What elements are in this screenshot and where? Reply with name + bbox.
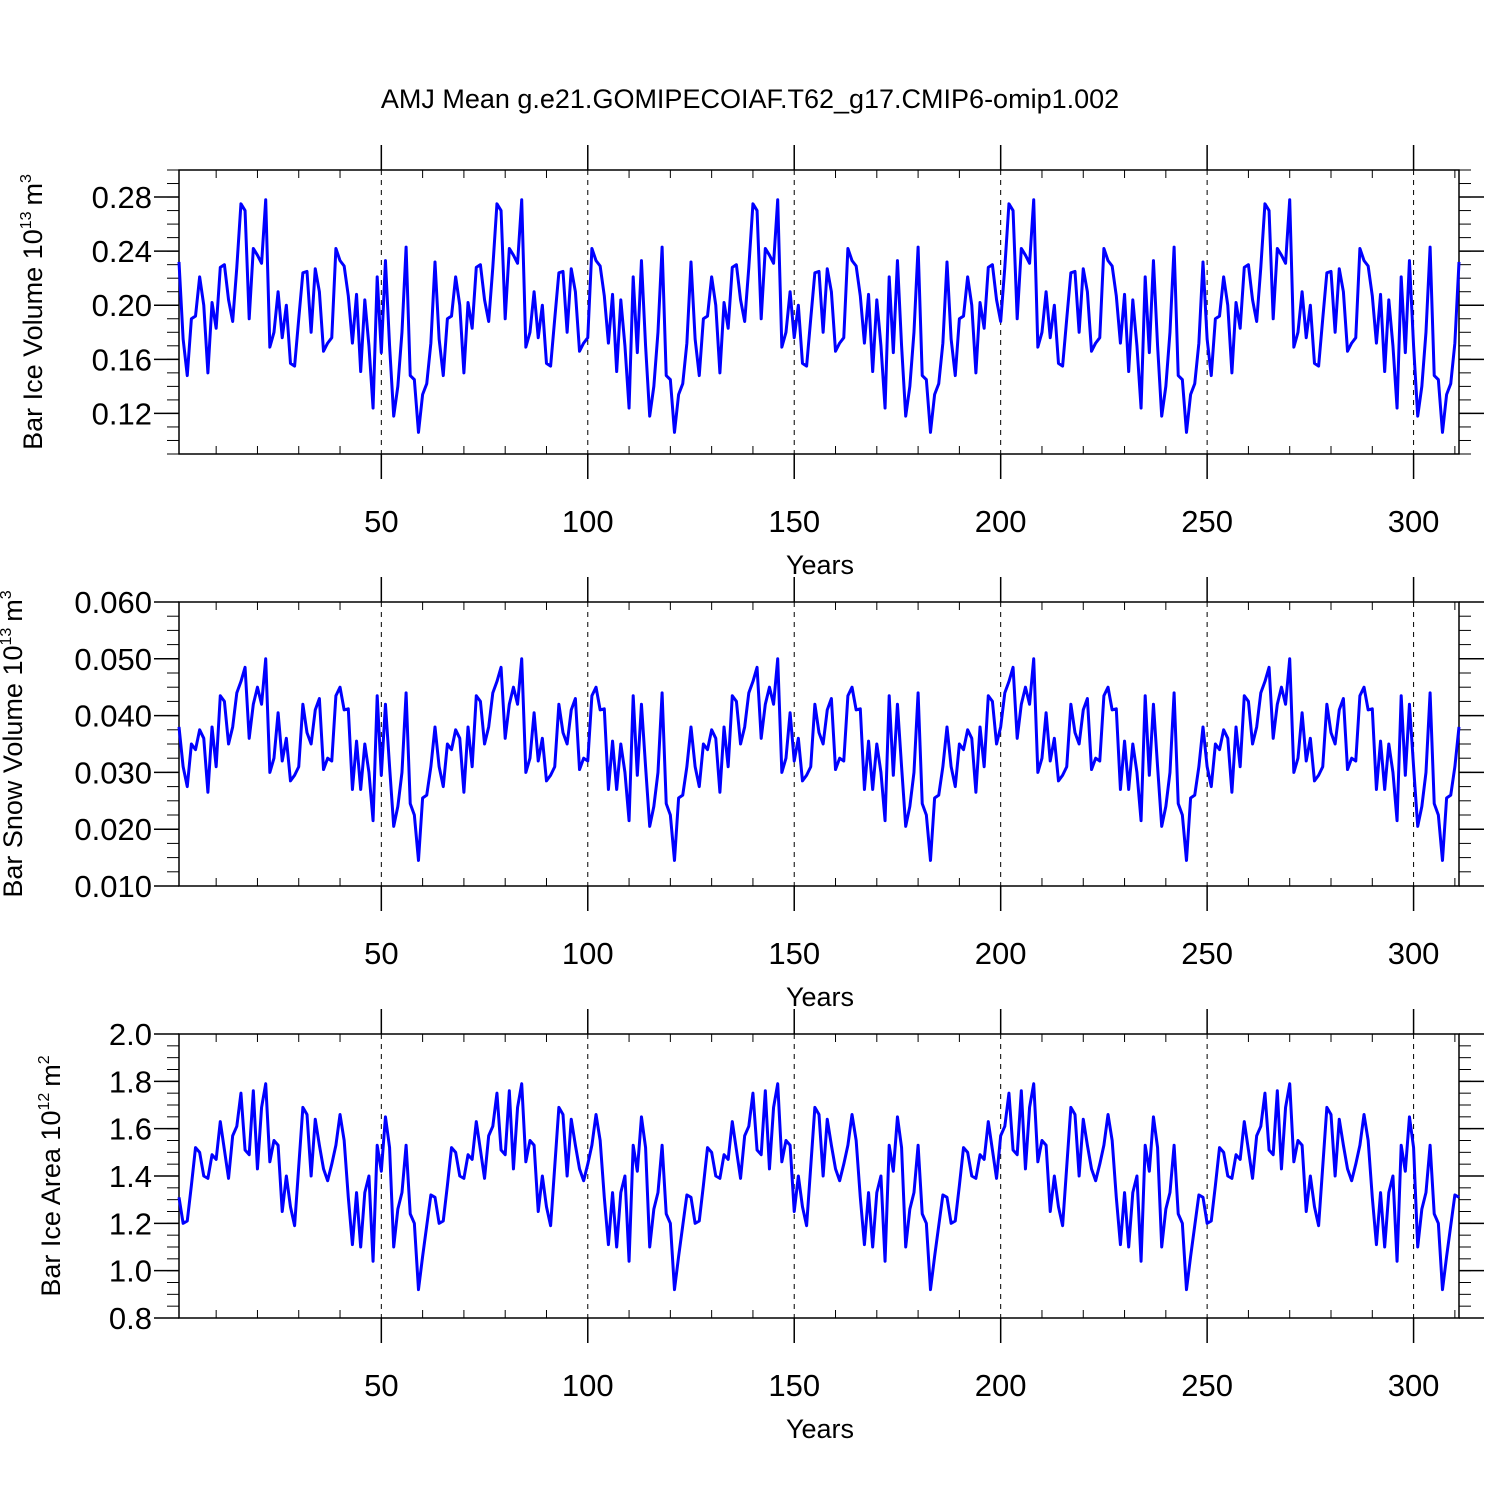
plot-frame <box>178 1033 1460 1319</box>
y-axis-label-unit-exponent: 2 <box>36 1055 53 1064</box>
y-axis-label-exponent: 12 <box>36 1093 53 1111</box>
y-axis-label-exponent: 13 <box>18 211 35 229</box>
x-tick-label: 150 <box>768 504 820 539</box>
x-tick-label: 50 <box>364 1368 398 1403</box>
panel-snow-volume: 50 100 150 200 250 300 0.010 0.020 0.030 0.040 0.0… <box>0 577 1484 1012</box>
y-tick-label: 1.2 <box>109 1206 152 1241</box>
y-tick-label: 1.0 <box>109 1254 152 1289</box>
y-tick-label: 0.16 <box>92 342 152 377</box>
chart-title: AMJ Mean g.e21.GOMIPECOIAF.T62_g17.CMIP6… <box>381 84 1119 114</box>
y-tick-label: 0.030 <box>74 755 152 790</box>
y-tick-label: 1.8 <box>109 1064 152 1099</box>
panel-ice-area: 50 100 150 200 250 300 0.8 1.0 1.2 1.4 1.6 1.8 2.0 Ye… <box>36 1009 1484 1444</box>
x-tick-label: 250 <box>1181 504 1233 539</box>
y-tick-label: 0.050 <box>74 642 152 677</box>
y-tick-label: 2.0 <box>109 1017 152 1052</box>
y-tick-label: 0.040 <box>74 699 152 734</box>
y-axis-label-unit: m <box>18 183 48 206</box>
y-tick-label: 0.8 <box>109 1301 152 1336</box>
x-tick-label: 200 <box>975 936 1027 971</box>
x-tick-label: 100 <box>562 1368 614 1403</box>
x-tick-label: 250 <box>1181 1368 1233 1403</box>
x-tick-label: 250 <box>1181 936 1233 971</box>
y-tick-label: 0.24 <box>92 234 152 269</box>
y-axis-label-unit-exponent: 3 <box>18 174 35 183</box>
y-axis-label-text: Bar Snow Volume 10 <box>0 646 28 898</box>
y-tick-label: 0.20 <box>92 288 152 323</box>
panel-ice-volume: 50 100 150 200 250 300 0.12 0.16 0.20 0.24 0.28 Yea… <box>18 145 1484 580</box>
x-axis-label: Years <box>786 550 854 580</box>
x-tick-label: 300 <box>1388 936 1440 971</box>
x-tick-label: 50 <box>364 936 398 971</box>
y-tick-label: 0.060 <box>74 585 152 620</box>
series-line <box>177 1082 1460 1292</box>
x-tick-label: 100 <box>562 936 614 971</box>
series-line <box>177 198 1461 434</box>
y-axis-label-text: Bar Ice Area 10 <box>36 1111 66 1297</box>
x-tick-label: 300 <box>1388 1368 1440 1403</box>
y-tick-label: 0.12 <box>92 396 152 431</box>
y-axis-label-unit-exponent: 3 <box>0 590 15 599</box>
x-axis-label: Years <box>786 1414 854 1444</box>
x-tick-label: 150 <box>768 1368 820 1403</box>
x-tick-label: 200 <box>975 1368 1027 1403</box>
y-tick-label: 0.010 <box>74 869 152 904</box>
y-axis-label-unit: m <box>36 1064 66 1087</box>
y-axis-label-unit: m <box>0 599 28 622</box>
y-axis-label: Bar Ice Area 1012 m2 <box>36 1055 66 1296</box>
plot-frame <box>178 169 1460 455</box>
y-tick-label: 1.4 <box>109 1159 152 1194</box>
y-axis-label: Bar Ice Volume 1013 m3 <box>18 174 48 450</box>
y-axis-label-exponent: 13 <box>0 628 15 646</box>
x-tick-label: 50 <box>364 504 398 539</box>
y-axis-label: Bar Snow Volume 1013 m3 <box>0 590 28 897</box>
plot-frame <box>178 601 1460 887</box>
x-tick-label: 300 <box>1388 504 1440 539</box>
series-line <box>177 657 1461 862</box>
y-tick-label: 1.6 <box>109 1112 152 1147</box>
y-tick-label: 0.020 <box>74 812 152 847</box>
x-tick-label: 150 <box>768 936 820 971</box>
x-tick-label: 200 <box>975 504 1027 539</box>
y-tick-label: 0.28 <box>92 180 152 215</box>
x-tick-label: 100 <box>562 504 614 539</box>
x-axis-label: Years <box>786 982 854 1012</box>
y-axis-label-text: Bar Ice Volume 10 <box>18 229 48 450</box>
